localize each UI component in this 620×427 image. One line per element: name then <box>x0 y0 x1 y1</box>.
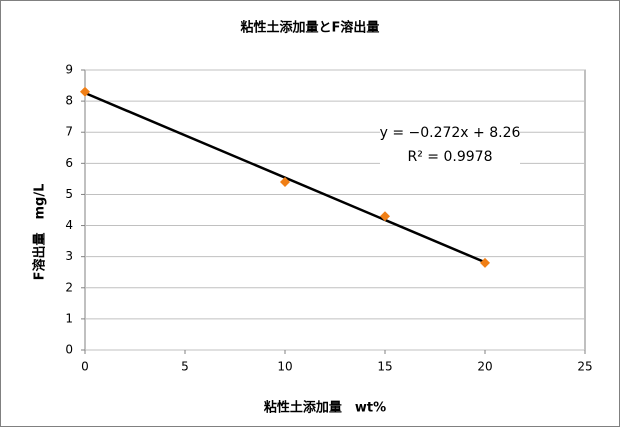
y-tick-label: 0 <box>65 343 73 357</box>
y-tick-label: 5 <box>65 187 73 201</box>
x-tick-label: 10 <box>277 360 292 374</box>
chart-title: 粘性土添加量とF溶出量 <box>240 20 380 36</box>
data-point <box>80 86 90 97</box>
y-tick-label: 2 <box>65 280 73 294</box>
x-tick-label: 15 <box>377 360 392 374</box>
x-tick-label: 0 <box>81 360 89 374</box>
x-axis-label: 粘性土添加量 wt% <box>263 400 386 416</box>
y-tick-label: 9 <box>65 63 73 77</box>
y-axis-label: F溶出量 mg/L <box>32 184 48 281</box>
y-tick-label: 7 <box>65 125 73 139</box>
y-tick-label: 8 <box>65 94 73 108</box>
data-point <box>280 177 290 187</box>
plot-area <box>84 69 586 351</box>
annotation-background <box>380 120 520 168</box>
trendline-equation: y = −0.272x + 8.26 <box>380 125 521 141</box>
y-tick-label: 3 <box>65 249 73 263</box>
y-tick-label: 4 <box>65 218 73 232</box>
y-tick-label: 1 <box>65 311 73 325</box>
data-point <box>380 211 390 222</box>
x-tick-label: 20 <box>477 360 492 374</box>
y-tick-label: 6 <box>65 156 73 170</box>
trendline-r-squared: R² = 0.9978 <box>408 149 493 165</box>
x-tick-label: 25 <box>577 360 592 374</box>
x-tick-label: 5 <box>181 360 189 374</box>
data-point <box>480 257 490 268</box>
